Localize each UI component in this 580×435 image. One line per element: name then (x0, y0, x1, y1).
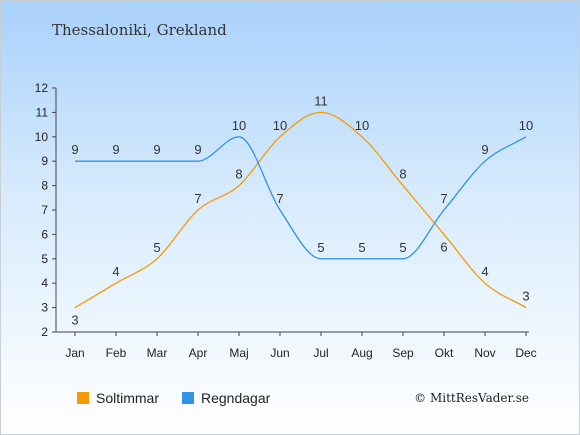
legend-label-regndagar: Regndagar (201, 390, 271, 406)
y-tick-label: 9 (41, 154, 48, 168)
x-tick-label: Apr (189, 346, 208, 360)
legend-swatch-soltimmar (77, 392, 89, 404)
y-tick-label: 10 (35, 130, 49, 144)
data-label-soltimmar: 8 (235, 167, 242, 182)
legend-item-soltimmar: Soltimmar (77, 390, 159, 406)
x-tick-label: Jun (270, 346, 289, 360)
data-label-regndagar: 5 (317, 240, 324, 255)
x-tick-label: Mar (147, 346, 168, 360)
y-tick-label: 2 (41, 325, 48, 339)
data-label-soltimmar: 7 (194, 191, 201, 206)
y-tick-label: 5 (41, 252, 48, 266)
data-label-soltimmar: 10 (355, 118, 369, 133)
x-tick-label: Sep (392, 346, 414, 360)
data-label-soltimmar: 8 (399, 167, 406, 182)
data-label-regndagar: 10 (232, 118, 246, 133)
y-tick-label: 7 (41, 203, 48, 217)
data-label-regndagar: 10 (519, 118, 533, 133)
data-label-soltimmar: 4 (112, 264, 119, 279)
data-label-soltimmar: 11 (314, 93, 328, 108)
data-label-soltimmar: 5 (153, 240, 160, 255)
y-tick-label: 8 (41, 179, 48, 193)
data-label-regndagar: 9 (481, 142, 488, 157)
data-label-soltimmar: 10 (273, 118, 287, 133)
data-label-regndagar: 5 (358, 240, 365, 255)
data-label-soltimmar: 6 (440, 239, 447, 254)
site-credit: © MittResVader.se (414, 391, 529, 405)
data-label-regndagar: 9 (71, 142, 78, 157)
x-tick-label: Dec (515, 346, 536, 360)
x-tick-label: Feb (106, 346, 127, 360)
legend-item-regndagar: Regndagar (182, 390, 270, 406)
data-label-soltimmar: 3 (522, 289, 529, 304)
line-soltimmar (74, 111, 527, 309)
data-label-soltimmar: 4 (481, 264, 488, 279)
legend-swatch-regndagar (182, 392, 194, 404)
x-tick-label: Aug (351, 346, 372, 360)
x-tick-label: Nov (474, 346, 495, 360)
x-tick-label: Okt (435, 346, 454, 360)
data-label-regndagar: 7 (440, 191, 447, 206)
data-label-soltimmar: 3 (71, 313, 78, 328)
data-label-regndagar: 9 (194, 142, 201, 157)
data-label-regndagar: 9 (153, 142, 160, 157)
x-tick-label: Jul (313, 346, 328, 360)
x-tick-label: Maj (229, 346, 248, 360)
y-tick-label: 6 (41, 227, 48, 241)
x-tick-label: Jan (65, 346, 84, 360)
y-tick-label: 11 (36, 105, 49, 119)
chart-title: Thessaloniki, Grekland (52, 21, 227, 39)
data-label-regndagar: 7 (276, 191, 283, 206)
y-tick-label: 4 (41, 276, 48, 290)
y-tick-label: 12 (35, 81, 49, 95)
y-tick-label: 3 (41, 301, 48, 315)
data-label-regndagar: 9 (112, 142, 119, 157)
line-regndagar (75, 136, 527, 260)
legend-label-soltimmar: Soltimmar (96, 390, 160, 406)
data-label-regndagar: 5 (399, 240, 406, 255)
